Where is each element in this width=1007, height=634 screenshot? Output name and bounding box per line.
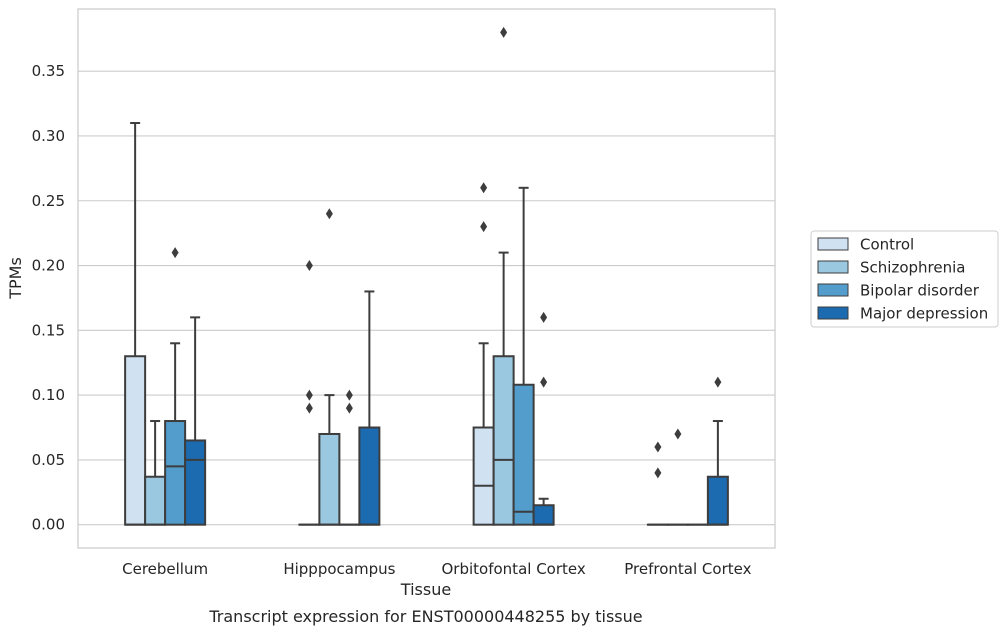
box-group bbox=[472, 182, 495, 526]
y-axis-label: TPMs bbox=[6, 257, 25, 300]
box-group bbox=[532, 311, 555, 526]
box bbox=[184, 439, 207, 526]
box-group bbox=[338, 389, 361, 526]
x-tick-labels: Cerebellum Hipppocampus Orbitofontal Corte… bbox=[122, 560, 751, 578]
legend-frame bbox=[810, 230, 999, 328]
box bbox=[164, 420, 187, 526]
outlier-point bbox=[305, 260, 313, 272]
outlier-point bbox=[171, 247, 179, 259]
legend-label: Control bbox=[860, 236, 914, 254]
legend-label: Schizophrenia bbox=[860, 259, 965, 277]
outlier-point bbox=[305, 402, 313, 414]
y-tick-label: 0.05 bbox=[32, 451, 65, 469]
box-group bbox=[512, 186, 535, 526]
outlier-point bbox=[654, 441, 662, 453]
legend-swatch bbox=[817, 283, 849, 297]
legend-swatch bbox=[817, 237, 849, 251]
y-tick-label: 0.30 bbox=[32, 127, 65, 145]
box-group bbox=[298, 260, 321, 526]
y-tick-label: 0.15 bbox=[32, 321, 65, 339]
box bbox=[318, 432, 341, 526]
outlier-point bbox=[674, 428, 682, 440]
y-tick-labels: 0.00 0.05 0.10 0.15 0.20 0.25 0.30 0.35 bbox=[32, 62, 65, 533]
y-tick-label: 0.00 bbox=[32, 516, 65, 534]
y-tick-label: 0.20 bbox=[32, 257, 65, 275]
box bbox=[358, 426, 381, 526]
box-group bbox=[358, 290, 381, 526]
plot-frame bbox=[77, 8, 776, 549]
legend-label: Bipolar disorder bbox=[860, 282, 980, 300]
y-tick-label: 0.25 bbox=[32, 192, 65, 210]
box-group bbox=[124, 122, 147, 526]
box-group bbox=[646, 441, 669, 526]
legend: Control Schizophrenia Bipolar disorder Majo… bbox=[810, 230, 999, 328]
x-tick-label: Cerebellum bbox=[122, 560, 208, 578]
chart-caption: Transcript expression for ENST0000044825… bbox=[208, 607, 642, 626]
y-tick-label: 0.35 bbox=[32, 62, 65, 80]
box bbox=[706, 475, 729, 526]
x-tick-label: Orbitofontal Cortex bbox=[442, 560, 586, 578]
legend-swatch bbox=[817, 306, 849, 320]
box bbox=[512, 383, 535, 526]
legend-label: Major depression bbox=[860, 305, 988, 323]
outlier-point bbox=[654, 467, 662, 479]
legend-swatch bbox=[817, 260, 849, 274]
outlier-point bbox=[305, 389, 313, 401]
outlier-point bbox=[480, 182, 488, 194]
outlier-point bbox=[500, 26, 508, 38]
outlier-point bbox=[325, 208, 333, 220]
box-group bbox=[164, 247, 187, 526]
outlier-point bbox=[480, 221, 488, 233]
x-axis-label: Tissue bbox=[400, 580, 451, 599]
box bbox=[124, 355, 147, 526]
box-group bbox=[666, 428, 689, 526]
y-tick-label: 0.10 bbox=[32, 386, 65, 404]
box bbox=[492, 355, 515, 526]
box-group bbox=[184, 316, 207, 526]
outlier-point bbox=[345, 389, 353, 401]
box bbox=[144, 475, 167, 526]
box-group bbox=[706, 376, 729, 526]
box bbox=[532, 504, 555, 526]
boxes bbox=[124, 26, 729, 526]
box-group bbox=[492, 26, 515, 526]
outlier-point bbox=[714, 376, 722, 388]
x-tick-label: Hipppocampus bbox=[283, 560, 395, 578]
box bbox=[472, 426, 495, 526]
outlier-point bbox=[540, 376, 548, 388]
outlier-point bbox=[540, 311, 548, 323]
outlier-point bbox=[345, 402, 353, 414]
x-tick-label: Prefrontal Cortex bbox=[624, 560, 751, 578]
box-group bbox=[318, 208, 341, 526]
box-group bbox=[144, 420, 167, 526]
